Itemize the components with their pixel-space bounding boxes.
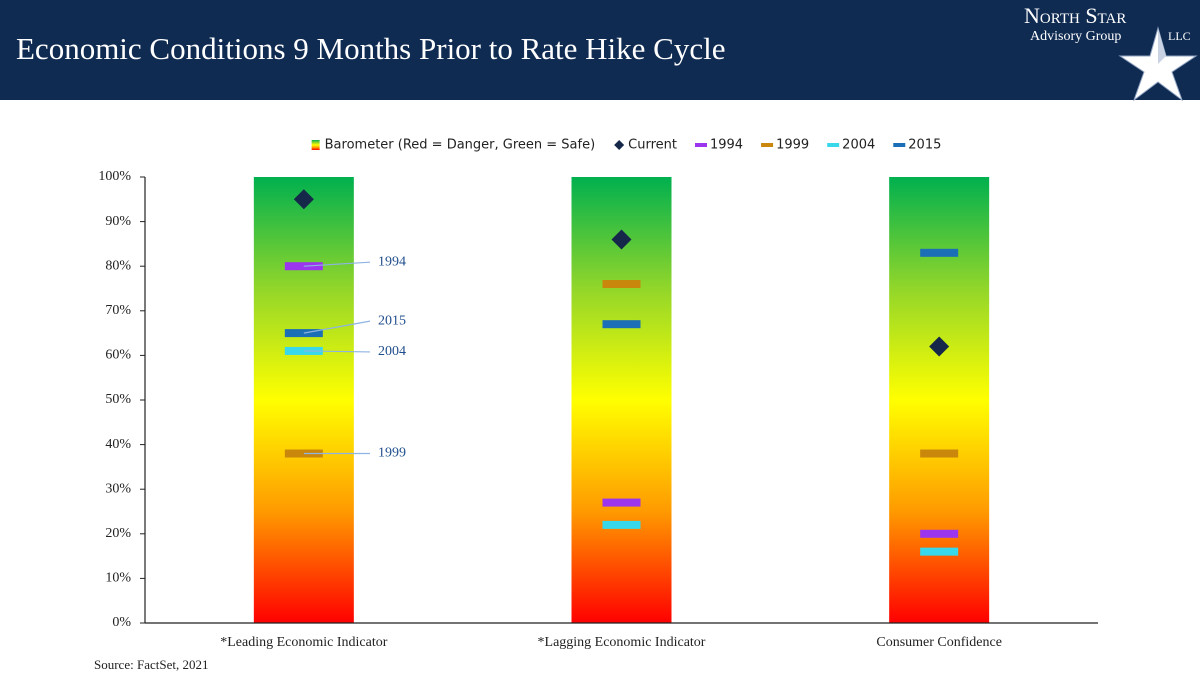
year-marker: [602, 280, 641, 289]
leader-line: [303, 350, 371, 353]
y-tick-label: 90%: [105, 214, 131, 229]
data-label: 2004: [378, 344, 406, 359]
leader-line: [303, 320, 371, 334]
data-label: 1999: [378, 446, 406, 461]
year-marker: [602, 520, 641, 529]
year-marker: [920, 449, 959, 458]
y-tick-label: 100%: [98, 169, 131, 184]
data-label: 1994: [378, 254, 406, 269]
x-tick-label: Consumer Confidence: [876, 635, 1002, 650]
current-marker: [293, 189, 314, 210]
logo-suffix: LLC: [1168, 29, 1191, 43]
y-tick-label: 20%: [105, 526, 131, 541]
y-tick-label: 80%: [105, 258, 131, 273]
barometer-bar: [571, 177, 672, 623]
legend-swatch: [311, 140, 320, 150]
legend: Barometer (Red = Danger, Green = Safe) Cu…: [311, 138, 941, 153]
legend-label: 1994: [710, 138, 743, 153]
year-marker: [920, 547, 959, 556]
y-tick-label: 70%: [105, 303, 131, 318]
y-tick-label: 10%: [105, 571, 131, 586]
logo-star-shade: [1158, 28, 1166, 64]
x-tick-label: *Lagging Economic Indicator: [538, 635, 706, 650]
legend-swatch: [827, 143, 840, 147]
header-band: [0, 0, 1200, 100]
current-marker: [611, 229, 632, 250]
data-label: 2015: [378, 313, 406, 328]
legend-label: 1999: [776, 138, 809, 153]
y-tick-label: 50%: [105, 392, 131, 407]
y-tick-label: 60%: [105, 348, 131, 363]
current-marker: [929, 336, 950, 357]
legend-swatch: [761, 143, 774, 147]
year-marker: [920, 529, 959, 538]
barometer-bar: [889, 177, 990, 623]
leader-line: [303, 261, 371, 267]
year-marker: [602, 498, 641, 507]
y-tick-label: 40%: [105, 437, 131, 452]
x-tick-label: *Leading Economic Indicator: [220, 635, 387, 650]
legend-swatch: [893, 143, 906, 147]
legend-swatch: [694, 143, 707, 147]
year-marker: [920, 248, 959, 257]
slide-title: Economic Conditions 9 Months Prior to Ra…: [16, 31, 726, 66]
source: Source: FactSet, 2021: [94, 657, 208, 672]
logo-subtitle: Advisory Group: [1030, 29, 1121, 44]
barometer-bar: [253, 177, 354, 623]
legend-label: Barometer (Red = Danger, Green = Safe): [325, 138, 596, 153]
year-marker: [602, 320, 641, 329]
y-tick-label: 30%: [105, 481, 131, 496]
legend-label: Current: [628, 138, 677, 153]
y-tick-label: 0%: [112, 615, 131, 630]
legend-label: 2004: [842, 138, 875, 153]
legend-swatch: [614, 140, 625, 150]
legend-label: 2015: [908, 138, 941, 153]
logo-name: North Star: [1024, 3, 1126, 28]
